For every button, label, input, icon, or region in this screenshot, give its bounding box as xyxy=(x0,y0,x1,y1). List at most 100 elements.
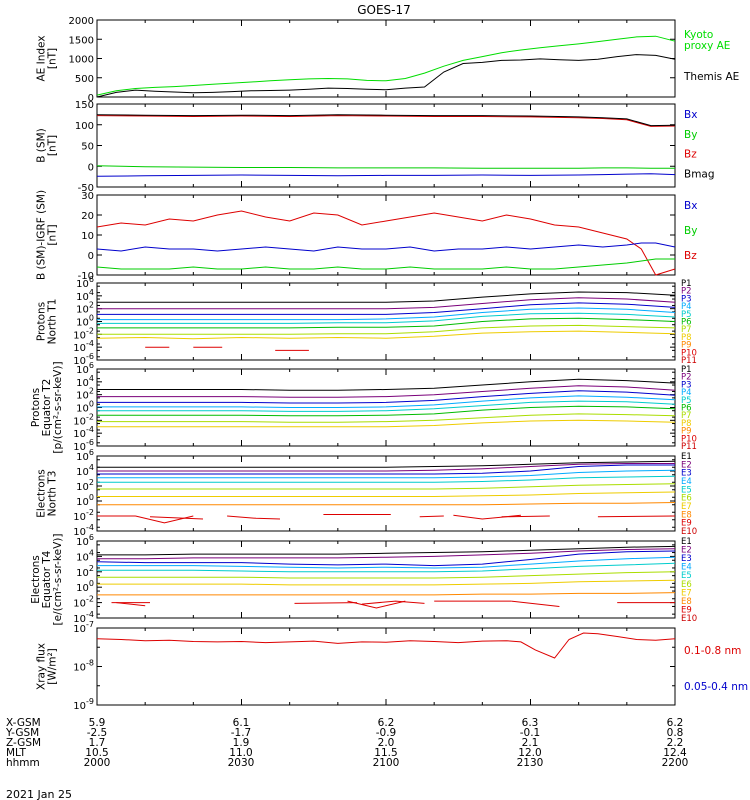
panel-3: -10 0 10 20 30 B (SM)-IGRF (SM) [nT] Bx By Bz xyxy=(36,190,698,282)
y-tick-label: 30 xyxy=(81,191,94,202)
ephemeris-value: -1.7 xyxy=(231,727,252,739)
ephemeris-value: 2.0 xyxy=(378,737,395,749)
y-axis-label: [nT] xyxy=(47,48,59,69)
ephemeris-value: 2030 xyxy=(228,757,255,769)
y-tick-label: 102 xyxy=(76,564,94,579)
series-line-e3 xyxy=(96,550,676,567)
ephemeris-value: 2000 xyxy=(84,757,111,769)
y-tick-label: 104 xyxy=(76,548,94,563)
legend-item: E2 xyxy=(681,460,692,470)
ephemeris-value: -0.1 xyxy=(520,727,541,739)
series-line-p1 xyxy=(97,291,676,303)
legend-item: E8 xyxy=(681,510,692,520)
segment-e9 xyxy=(347,600,406,609)
y-tick-label: 1500 xyxy=(69,35,94,46)
segment-e9 xyxy=(419,515,444,518)
series-line-e8 xyxy=(97,502,676,506)
legend-item: P7 xyxy=(681,325,692,335)
series-line-kyoto-proxy-ae xyxy=(96,35,676,96)
legend-item: P4 xyxy=(681,388,692,398)
legend-item: Bz xyxy=(684,250,697,262)
segment-e9 xyxy=(116,602,146,607)
legend-item: Bz xyxy=(684,149,697,161)
ephemeris-value: 2.2 xyxy=(667,737,684,749)
y-tick-label: 100 xyxy=(76,579,94,594)
ephemeris-row-label: X-GSM xyxy=(6,717,41,729)
ephemeris-value: 12.4 xyxy=(663,747,687,759)
legend-item: P2 xyxy=(681,373,692,383)
legend-item: Kyoto xyxy=(684,29,713,41)
legend-item: By xyxy=(684,129,697,141)
panel-frame xyxy=(96,627,676,706)
segment-e9 xyxy=(453,514,521,520)
series-line-p2 xyxy=(97,297,676,310)
legend-item: P10 xyxy=(681,348,697,358)
ephemeris-value: -2.5 xyxy=(87,727,108,739)
ephemeris-value: 6.1 xyxy=(233,717,250,729)
legend-item: Bx xyxy=(684,109,697,121)
legend-item: P9 xyxy=(681,427,692,437)
legend-item: E5 xyxy=(681,485,692,495)
y-axis-label: AE Index xyxy=(36,35,48,81)
series-line-p5 xyxy=(97,312,676,324)
legend-item: E1 xyxy=(681,537,692,547)
y-axis-label: Electrons xyxy=(30,555,42,604)
plot-title: GOES-17 xyxy=(357,3,411,17)
panel-frame xyxy=(96,282,676,361)
y-tick-label: 100 xyxy=(75,121,94,132)
series-line-e7 xyxy=(97,579,676,586)
ephemeris-value: -0.9 xyxy=(376,727,397,739)
y-axis-label: [W/m²] xyxy=(47,648,59,685)
y-tick-label: 10 xyxy=(81,231,94,242)
y-axis-label: Equator T2 xyxy=(41,379,53,437)
ephemeris-value: 2200 xyxy=(662,757,689,769)
y-tick-label: 0 xyxy=(88,162,94,173)
legend-item: By xyxy=(684,225,697,237)
ephemeris-row-label: Z-GSM xyxy=(6,737,41,749)
series-line-e2 xyxy=(97,548,676,560)
series-line-e6 xyxy=(97,571,676,579)
legend-item: Bx xyxy=(684,200,697,212)
legend-item: P11 xyxy=(681,442,697,452)
legend-item: P8 xyxy=(681,419,692,429)
y-axis-label: North T3 xyxy=(47,471,59,517)
legend-item: E6 xyxy=(681,494,692,504)
series-line-bz xyxy=(96,115,676,127)
legend-item: E1 xyxy=(681,452,692,462)
legend-item: E3 xyxy=(681,554,692,564)
series-line-e1 xyxy=(97,545,676,556)
series-line-e6 xyxy=(97,483,676,490)
y-tick-label: 104 xyxy=(76,463,94,478)
series-line-e5 xyxy=(97,562,676,573)
y-tick-label: -10 xyxy=(78,271,94,282)
legend-item: P11 xyxy=(681,356,697,366)
legend-item: Bmag xyxy=(684,168,715,180)
series-line-bx xyxy=(96,242,676,252)
series-line-e4 xyxy=(97,556,676,569)
series-line-by xyxy=(96,165,675,169)
series-line-by xyxy=(96,258,675,270)
legend-item: P2 xyxy=(681,287,692,297)
legend-item: E4 xyxy=(681,563,692,573)
y-axis-label: [nT] xyxy=(47,135,59,156)
ephemeris-value: 5.9 xyxy=(89,717,106,729)
legend-item: P3 xyxy=(681,294,692,304)
panel-2: -50 0 50 100 150 B (SM) [nT] Bx By Bz Bmag xyxy=(36,100,715,194)
series-line-p4 xyxy=(97,307,676,321)
y-tick-label: 50 xyxy=(81,142,94,153)
series-line-bmag xyxy=(96,114,676,127)
series-line-e2 xyxy=(97,463,675,472)
y-tick-label: 10-9 xyxy=(73,697,94,712)
series-line-e4 xyxy=(97,469,676,479)
series-line-bz xyxy=(96,210,676,276)
ephemeris-value: 1.9 xyxy=(233,737,250,749)
series-line-e3 xyxy=(97,464,675,475)
ephemeris-value: 2130 xyxy=(517,757,544,769)
ephemeris-value: 2.1 xyxy=(522,737,539,749)
legend-item: P6 xyxy=(681,404,692,414)
